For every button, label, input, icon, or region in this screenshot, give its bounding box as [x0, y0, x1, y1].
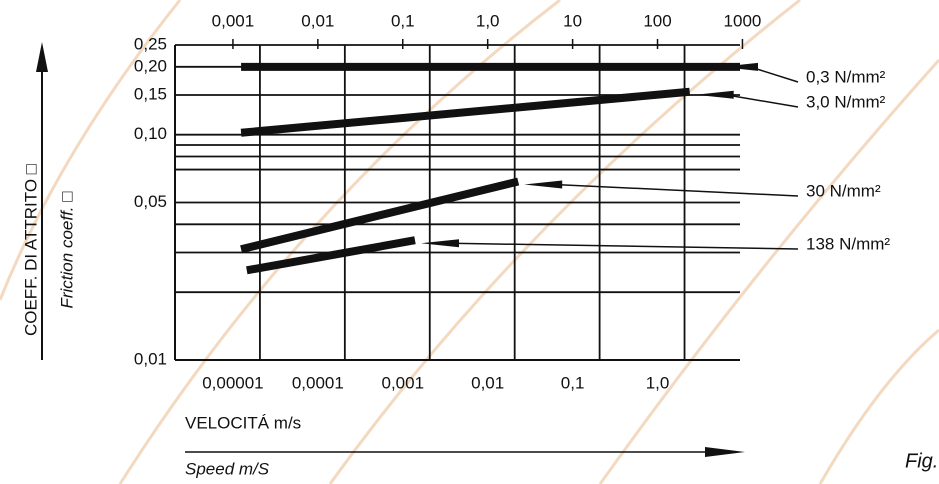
top-tick-label: 0,01 [301, 11, 334, 30]
top-tick-label: 1,0 [476, 11, 500, 30]
x-tick-label: 0,00001 [202, 373, 263, 392]
series-line [240, 177, 520, 254]
y-arrow-head [36, 42, 48, 72]
leader-line [554, 183, 799, 197]
x-tick-label: 0,0001 [292, 373, 344, 392]
leader-arrow [695, 90, 734, 99]
series-label: 3,0 N/mm² [806, 92, 886, 111]
series-line [246, 236, 416, 275]
y-tick-label: 0,25 [134, 34, 167, 53]
y-tick-label: 0,01 [134, 349, 167, 368]
leader-line [725, 94, 799, 108]
leader-arrow [524, 180, 563, 189]
top-tick-label: 100 [643, 11, 671, 30]
x-tick-label: 0,01 [471, 373, 504, 392]
leader-arrow [420, 239, 459, 248]
y-tick-label: 0,05 [134, 192, 167, 211]
series-label: 30 N/mm² [806, 181, 881, 200]
y-tick-label: 0,20 [134, 56, 167, 75]
x-arrow-head [705, 447, 745, 457]
top-tick-label: 0,1 [391, 11, 415, 30]
x-tick-label: 0,1 [561, 373, 585, 392]
figure-label: Fig. [905, 450, 938, 472]
top-tick-label: 1000 [724, 11, 762, 30]
leader-line [450, 242, 799, 250]
top-tick-label: 0,001 [212, 11, 255, 30]
top-tick-label: 10 [563, 11, 582, 30]
x-axis-subtitle: Speed m/S [185, 459, 270, 478]
series-label: 0,3 N/mm² [806, 67, 886, 86]
series-label: 138 N/mm² [806, 234, 890, 253]
x-tick-label: 1,0 [646, 373, 670, 392]
y-axis-subtitle: Friction coeff. □ [57, 191, 76, 308]
x-tick-label: 0,001 [381, 373, 424, 392]
y-tick-label: 0,10 [134, 124, 167, 143]
y-tick-label: 0,15 [134, 84, 167, 103]
x-axis-title: VELOCITÁ m/s [185, 413, 301, 432]
leader-arrow [720, 62, 758, 71]
series-line [240, 87, 691, 137]
y-axis-title: COEFF. DI ATTRITO □ [21, 164, 40, 336]
